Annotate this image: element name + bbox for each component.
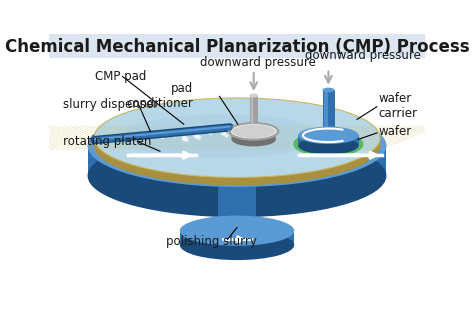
Ellipse shape	[94, 106, 380, 185]
Ellipse shape	[298, 127, 359, 144]
Ellipse shape	[218, 176, 256, 187]
Polygon shape	[298, 135, 359, 146]
Ellipse shape	[298, 137, 359, 154]
Text: downward pressure: downward pressure	[305, 49, 421, 62]
Ellipse shape	[121, 114, 321, 158]
Text: CMP pad: CMP pad	[95, 70, 146, 83]
Bar	[323, 90, 335, 135]
Text: polishing slurry: polishing slurry	[166, 234, 257, 248]
Ellipse shape	[231, 124, 276, 138]
Bar	[218, 182, 256, 253]
Ellipse shape	[88, 104, 386, 187]
Ellipse shape	[180, 230, 294, 260]
Bar	[251, 95, 253, 131]
Text: wafer
carrier: wafer carrier	[378, 92, 418, 120]
Ellipse shape	[322, 88, 334, 92]
Text: downward pressure: downward pressure	[200, 56, 316, 69]
Text: pad
conditioner: pad conditioner	[127, 82, 193, 110]
Text: Chemical Mechanical Planarization (CMP) Process: Chemical Mechanical Planarization (CMP) …	[5, 38, 469, 56]
Text: rotating platen: rotating platen	[63, 135, 151, 148]
Text: wafer: wafer	[378, 125, 412, 138]
Ellipse shape	[249, 93, 258, 97]
Ellipse shape	[180, 216, 294, 246]
Ellipse shape	[231, 132, 276, 146]
Bar	[49, 35, 425, 58]
Bar	[250, 95, 258, 131]
Polygon shape	[88, 146, 386, 176]
Ellipse shape	[94, 98, 380, 178]
Polygon shape	[180, 231, 294, 245]
Text: slurry dispenser: slurry dispenser	[63, 98, 158, 111]
Bar	[324, 90, 328, 135]
Ellipse shape	[88, 135, 386, 217]
Polygon shape	[94, 138, 380, 146]
Polygon shape	[231, 131, 276, 139]
